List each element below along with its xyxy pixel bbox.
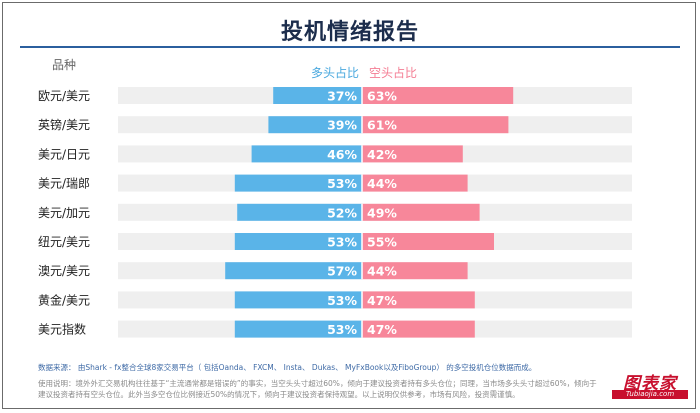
long-bar [225, 262, 362, 280]
legend-long: 多头占比 [310, 66, 359, 80]
category-label: 黄金/美元 [38, 292, 90, 307]
chart-title: 投机情绪报告 [280, 20, 419, 45]
category-label: 澳元/美元 [38, 264, 90, 278]
long-bar [234, 233, 362, 250]
short-value-label: 63% [367, 89, 397, 104]
long-value-label: 53% [327, 293, 357, 308]
long-bar [234, 174, 362, 192]
short-bar [362, 233, 494, 250]
short-value-label: 42% [367, 147, 397, 162]
short-bar [362, 116, 509, 134]
category-label: 英镑/美元 [38, 117, 90, 132]
short-bar [362, 320, 475, 338]
brand-logo: 图表家 Tubiaojia.com [612, 369, 688, 401]
category-label: 纽元/美元 [38, 235, 90, 249]
chart-frame [2, 2, 696, 409]
long-value-label: 46% [327, 147, 357, 162]
category-header: 品种 [52, 58, 77, 72]
category-label: 美元指数 [38, 322, 86, 337]
category-label: 欧元/美元 [38, 89, 90, 103]
long-bar [234, 291, 362, 309]
short-bar [362, 291, 475, 309]
short-value-label: 44% [367, 264, 397, 279]
long-value-label: 52% [327, 205, 357, 220]
short-value-label: 47% [367, 293, 397, 308]
long-value-label: 53% [327, 235, 357, 250]
legend-short: 空头占比 [369, 66, 418, 80]
short-bar [362, 87, 514, 104]
short-value-label: 44% [367, 176, 397, 191]
long-value-label: 53% [327, 176, 357, 191]
short-value-label: 61% [367, 118, 397, 133]
long-bar [234, 320, 362, 338]
short-bar [362, 262, 468, 280]
short-bar [362, 203, 480, 221]
long-value-label: 53% [327, 322, 357, 337]
title-divider [20, 46, 680, 48]
category-label: 美元/日元 [38, 147, 90, 161]
long-value-label: 39% [327, 118, 357, 133]
usage-note: 使用说明：境外外汇交易机构往往基于“主流通常都是错误的”的事实，当空头头寸超过6… [38, 379, 597, 399]
logo-url: Tubiaojia.com [612, 390, 688, 399]
short-value-label: 55% [367, 235, 397, 250]
short-value-label: 47% [367, 322, 397, 337]
short-value-label: 49% [367, 205, 397, 220]
long-value-label: 57% [327, 264, 357, 279]
logo-text: 图表家 [623, 374, 677, 394]
short-bar [362, 145, 463, 163]
long-bar [273, 87, 362, 104]
category-label: 美元/瑞郎 [38, 177, 90, 191]
long-bar [237, 203, 362, 221]
long-value-label: 37% [327, 89, 357, 104]
long-bar [268, 116, 362, 134]
data-source: 数据来源： 由Shark - fx整合全球8家交易平台（ 包括Oanda、 FX… [38, 363, 537, 372]
long-bar [251, 145, 362, 163]
category-label: 美元/加元 [38, 206, 90, 220]
short-bar [362, 174, 468, 192]
